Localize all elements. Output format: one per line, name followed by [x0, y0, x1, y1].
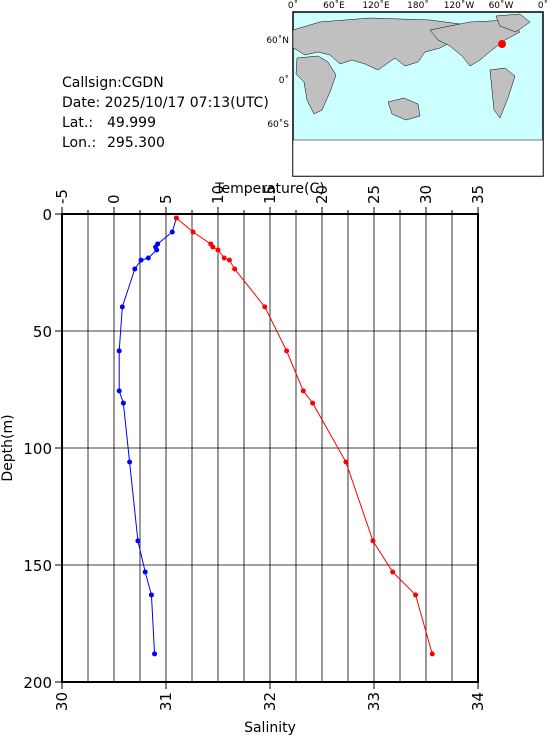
x-tick-label: 30 [53, 692, 71, 711]
map-lon-label: 120˚E [362, 0, 390, 11]
y-tick-label: 50 [33, 323, 52, 341]
map-lon-label: 60˚E [323, 0, 345, 11]
profile-point [221, 255, 227, 261]
profile-point [413, 592, 419, 598]
profile-line [118, 217, 177, 654]
profile-point [169, 229, 175, 235]
profile-point [300, 388, 306, 394]
lon-label: Lon.: [62, 135, 96, 151]
x2-tick-label: 20 [313, 185, 331, 204]
plot-frame [61, 213, 479, 683]
map-lon-label: 60˚W [489, 0, 514, 11]
profile-point [120, 400, 126, 406]
profile-point [210, 244, 216, 250]
profile-point [138, 257, 144, 263]
map-lon-label: 120˚W [444, 0, 475, 11]
profile-point [152, 651, 158, 657]
map-marker [498, 40, 506, 48]
lat: 49.999 [107, 115, 156, 131]
x2-tick-label: -5 [53, 189, 71, 204]
y-axis-title: Depth(m) [0, 414, 16, 481]
profile-point [232, 266, 238, 272]
profile-point [132, 266, 138, 272]
profile-point [116, 348, 122, 354]
map-land [292, 13, 544, 177]
x2-tick-label: 25 [365, 185, 383, 204]
profile-point [142, 569, 148, 575]
map-lon-label: 0˚ [538, 0, 548, 11]
profile-point [145, 255, 151, 261]
x-tick-label: 31 [157, 692, 175, 711]
x2-tick-label: 10 [209, 185, 227, 204]
profile-point [390, 569, 396, 575]
profile-point [370, 538, 376, 544]
map-lat-label: 0˚ [279, 75, 289, 86]
profile-point [173, 215, 179, 221]
x2-tick-label: 35 [469, 185, 487, 204]
map-lon-label: 180˚ [407, 0, 429, 11]
y-tick-label: 150 [23, 557, 52, 575]
y-tick-label: 0 [42, 206, 52, 224]
profile-line [176, 217, 433, 655]
profile-point [226, 257, 232, 263]
map-lat-label: 60˚S [267, 119, 289, 130]
map-lon-label: 0˚ [288, 0, 298, 11]
profile-point [190, 229, 196, 235]
x2-tick-label: 0 [105, 194, 123, 204]
x-tick-label: 34 [469, 692, 487, 711]
map-lat-label: 60˚N [266, 35, 289, 46]
x-tick-label: 33 [365, 692, 383, 711]
profile-point [429, 651, 435, 657]
profile-point [116, 388, 122, 394]
profile-point [127, 459, 133, 465]
x-tick-label: 32 [261, 692, 279, 711]
y-tick-label: 100 [23, 440, 52, 458]
lat-label: Lat.: [62, 115, 93, 131]
profile-point [343, 459, 349, 465]
date: Date: 2025/10/17 07:13(UTC) [62, 95, 269, 111]
profile-point [135, 538, 141, 544]
profile-point [284, 348, 290, 354]
x2-tick-label: 15 [261, 185, 279, 204]
profile-point [215, 247, 221, 253]
y-tick-label: 200 [23, 674, 52, 692]
callsign: Callsign:CGDN [62, 75, 164, 91]
x2-tick-label: 5 [157, 194, 175, 204]
profile-point [154, 247, 160, 253]
profile-point [262, 304, 268, 310]
x-axis-title: Salinity [244, 720, 296, 736]
lon: 295.300 [107, 135, 165, 151]
x2-tick-label: 30 [417, 185, 435, 204]
map [292, 11, 544, 177]
profile-point [310, 400, 316, 406]
x2-axis-title: Temperature(C) [214, 181, 324, 197]
profile-point [148, 592, 154, 598]
profile-point [119, 304, 125, 310]
